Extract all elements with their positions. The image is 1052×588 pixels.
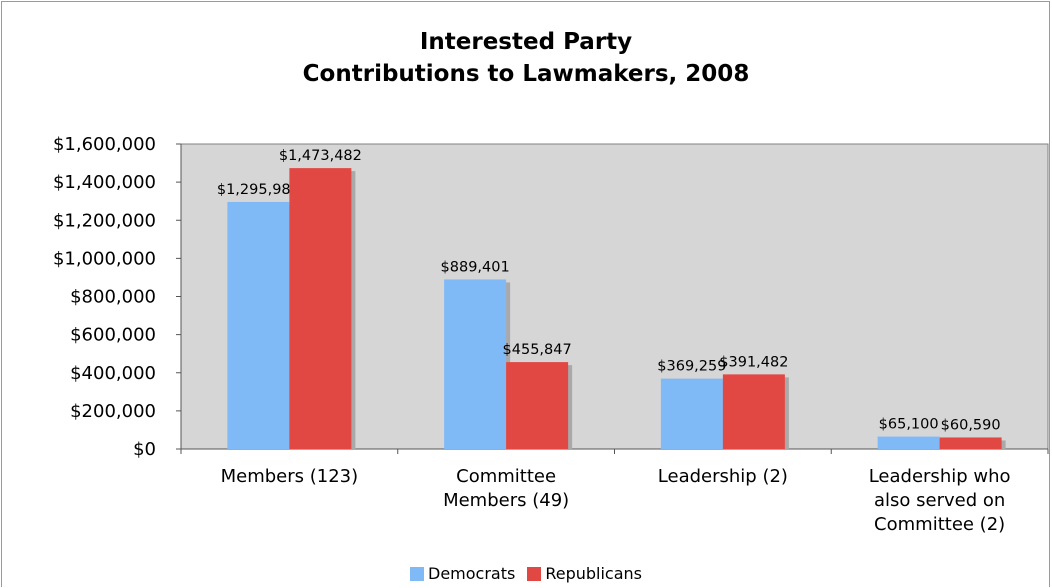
x-category-label: Committee bbox=[456, 466, 556, 487]
chart-title-line-2: Contributions to Lawmakers, 2008 bbox=[302, 61, 750, 87]
data-label: $391,482 bbox=[719, 354, 788, 370]
y-tick-label: $600,000 bbox=[70, 325, 156, 346]
x-category-label: Leadership (2) bbox=[658, 466, 788, 487]
data-label: $1,295,985 bbox=[217, 182, 300, 198]
legend-swatch-democrats bbox=[410, 566, 424, 581]
data-label: $60,590 bbox=[941, 417, 1001, 433]
bar-republicans bbox=[939, 437, 1002, 449]
data-label: $889,401 bbox=[441, 259, 510, 275]
y-tick-label: $400,000 bbox=[70, 363, 156, 384]
x-category-label: also served on bbox=[874, 490, 1005, 511]
x-category-label: Leadership who bbox=[869, 466, 1011, 487]
y-tick-label: $1,600,000 bbox=[53, 134, 156, 155]
x-category-label: Committee (2) bbox=[874, 514, 1005, 535]
legend-label-democrats: Democrats bbox=[428, 564, 516, 583]
y-tick-label: $800,000 bbox=[70, 287, 156, 308]
chart-title-line-1: Interested Party bbox=[419, 29, 633, 55]
data-label: $1,473,482 bbox=[279, 148, 362, 164]
y-tick-label: $1,000,000 bbox=[53, 248, 156, 269]
bar-republicans bbox=[506, 362, 569, 449]
legend-label-republicans: Republicans bbox=[545, 564, 642, 583]
legend: Democrats Republicans bbox=[0, 564, 1052, 583]
bar-republicans bbox=[289, 168, 352, 449]
y-tick-label: $1,400,000 bbox=[53, 172, 156, 193]
legend-swatch-republicans bbox=[527, 566, 542, 581]
data-label: $369,259 bbox=[657, 359, 726, 375]
legend-item-republicans: Republicans bbox=[527, 564, 642, 583]
x-category-label: Members (123) bbox=[221, 466, 359, 487]
y-tick-label: $0 bbox=[133, 439, 156, 460]
data-label: $65,100 bbox=[879, 417, 939, 433]
y-tick-label: $200,000 bbox=[70, 401, 156, 422]
y-tick-label: $1,200,000 bbox=[53, 210, 156, 231]
bar-democrats bbox=[877, 436, 940, 449]
data-label: $455,847 bbox=[503, 342, 572, 358]
bar-democrats bbox=[660, 378, 723, 449]
legend-item-democrats: Democrats bbox=[410, 564, 515, 583]
x-category-label: Members (49) bbox=[443, 490, 569, 511]
chart-title: Interested Party Contributions to Lawmak… bbox=[0, 26, 1052, 90]
bar-republicans bbox=[722, 374, 785, 449]
bar-democrats bbox=[227, 201, 290, 449]
bar-democrats bbox=[444, 279, 507, 449]
